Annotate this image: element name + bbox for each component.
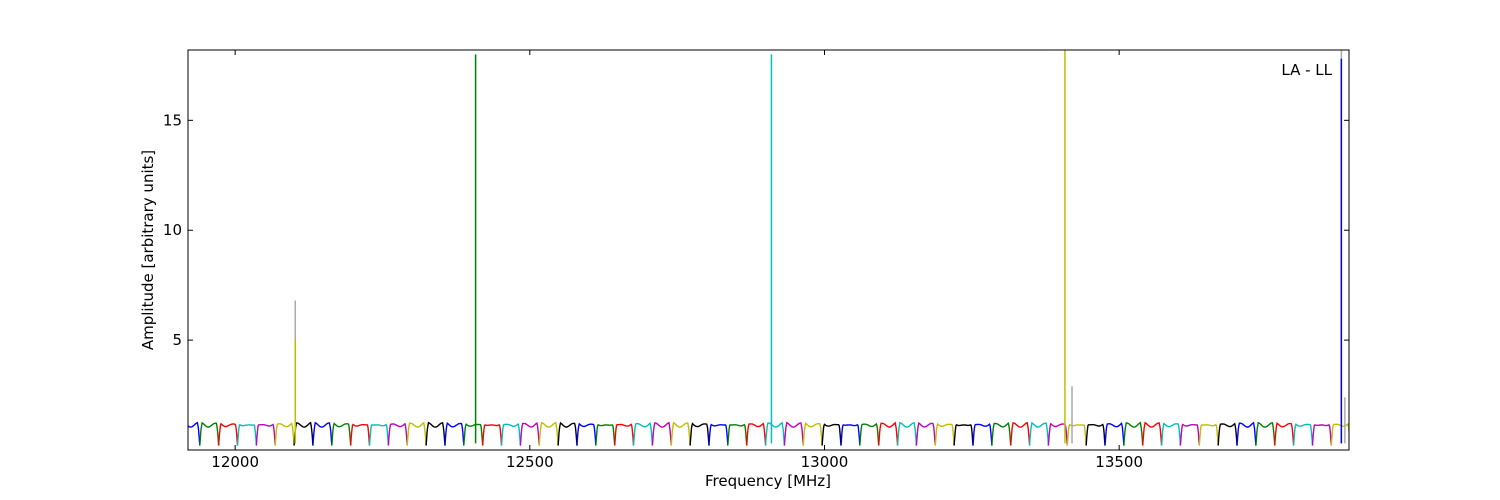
channel-series-line xyxy=(802,422,823,446)
channel-series-line xyxy=(1255,421,1276,446)
channel-series-line xyxy=(1085,423,1106,446)
channel-series-line xyxy=(1066,423,1087,446)
channel-series-line xyxy=(188,421,201,446)
channel-series-line xyxy=(991,422,1012,446)
x-tick-label: 12000 xyxy=(211,453,259,471)
channel-series-line xyxy=(236,423,258,446)
channel-series-line xyxy=(783,421,804,446)
channel-series-line xyxy=(1142,421,1163,446)
channel-series-line xyxy=(972,423,993,446)
channel-series-line xyxy=(1160,422,1182,446)
channel-series-line xyxy=(293,421,314,446)
channel-series-line xyxy=(1010,421,1031,446)
channel-series-line xyxy=(915,421,936,446)
channel-series-line xyxy=(538,421,559,446)
channel-series-line xyxy=(557,421,578,446)
channel-series-line xyxy=(595,423,616,446)
y-tick-label: 10 xyxy=(163,221,182,239)
channel-series-line xyxy=(1104,422,1125,446)
channel-series-line xyxy=(746,422,767,446)
spike-layer xyxy=(294,50,1346,444)
channel-series-line xyxy=(651,421,672,446)
channel-series-line xyxy=(614,423,635,446)
channel-series-line xyxy=(689,422,710,446)
channel-series-line xyxy=(840,423,861,446)
channel-series-line xyxy=(1292,423,1314,446)
channel-series-line xyxy=(576,422,597,446)
channel-series-line xyxy=(1123,421,1144,446)
channel-series-line xyxy=(708,423,729,446)
x-tick-label: 12500 xyxy=(506,453,554,471)
channel-series-line xyxy=(425,421,446,446)
channel-series-line xyxy=(1047,422,1068,446)
channel-series-line xyxy=(274,422,295,446)
channel-series-line xyxy=(406,421,427,446)
channel-series-line xyxy=(670,421,691,446)
channel-series-line xyxy=(764,421,786,446)
channel-series-line xyxy=(1198,423,1219,446)
y-tick-label: 15 xyxy=(163,111,182,129)
channel-series-line xyxy=(519,421,540,446)
y-tick-label: 5 xyxy=(172,331,182,349)
channel-series-line xyxy=(1179,423,1200,446)
channel-series-line xyxy=(859,422,880,446)
channel-series-line xyxy=(1028,421,1050,446)
channel-series-line xyxy=(727,423,748,446)
channel-series-line xyxy=(387,422,408,446)
channel-series-line xyxy=(482,423,503,446)
channel-series-line xyxy=(1350,423,1369,446)
x-axis: 12000 12500 13000 13500 xyxy=(211,50,1143,471)
x-tick-label: 13000 xyxy=(801,453,849,471)
channel-series-line xyxy=(953,423,974,446)
channel-series-line xyxy=(368,423,390,446)
channel-series-line xyxy=(934,422,955,446)
channel-series-line xyxy=(1236,421,1257,446)
channel-series-line xyxy=(255,423,276,446)
panel-annotation: LA - LL xyxy=(1281,61,1332,79)
series-layer xyxy=(188,421,1369,446)
channel-series-line xyxy=(896,421,918,446)
plot-frame xyxy=(187,49,1350,451)
channel-series-line xyxy=(632,421,654,446)
channel-series-line xyxy=(444,421,465,446)
channel-series-line xyxy=(1311,423,1332,446)
channel-series-line xyxy=(199,421,220,446)
channel-series-line xyxy=(331,422,352,446)
channel-series-line xyxy=(1217,422,1238,446)
y-axis-label: Amplitude [arbitrary units] xyxy=(139,150,157,350)
channel-series-line xyxy=(312,421,333,446)
y-axis: 5 10 15 xyxy=(163,111,1349,349)
channel-series-line xyxy=(500,422,522,446)
channel-series-line xyxy=(1274,421,1295,446)
channel-series-line xyxy=(878,421,899,446)
x-tick-label: 13500 xyxy=(1095,453,1143,471)
channel-series-line xyxy=(463,422,484,446)
channel-series-line xyxy=(217,422,239,446)
channel-series-line xyxy=(821,423,842,446)
channel-series-line xyxy=(350,423,371,446)
x-axis-label: Frequency [MHz] xyxy=(705,472,831,490)
